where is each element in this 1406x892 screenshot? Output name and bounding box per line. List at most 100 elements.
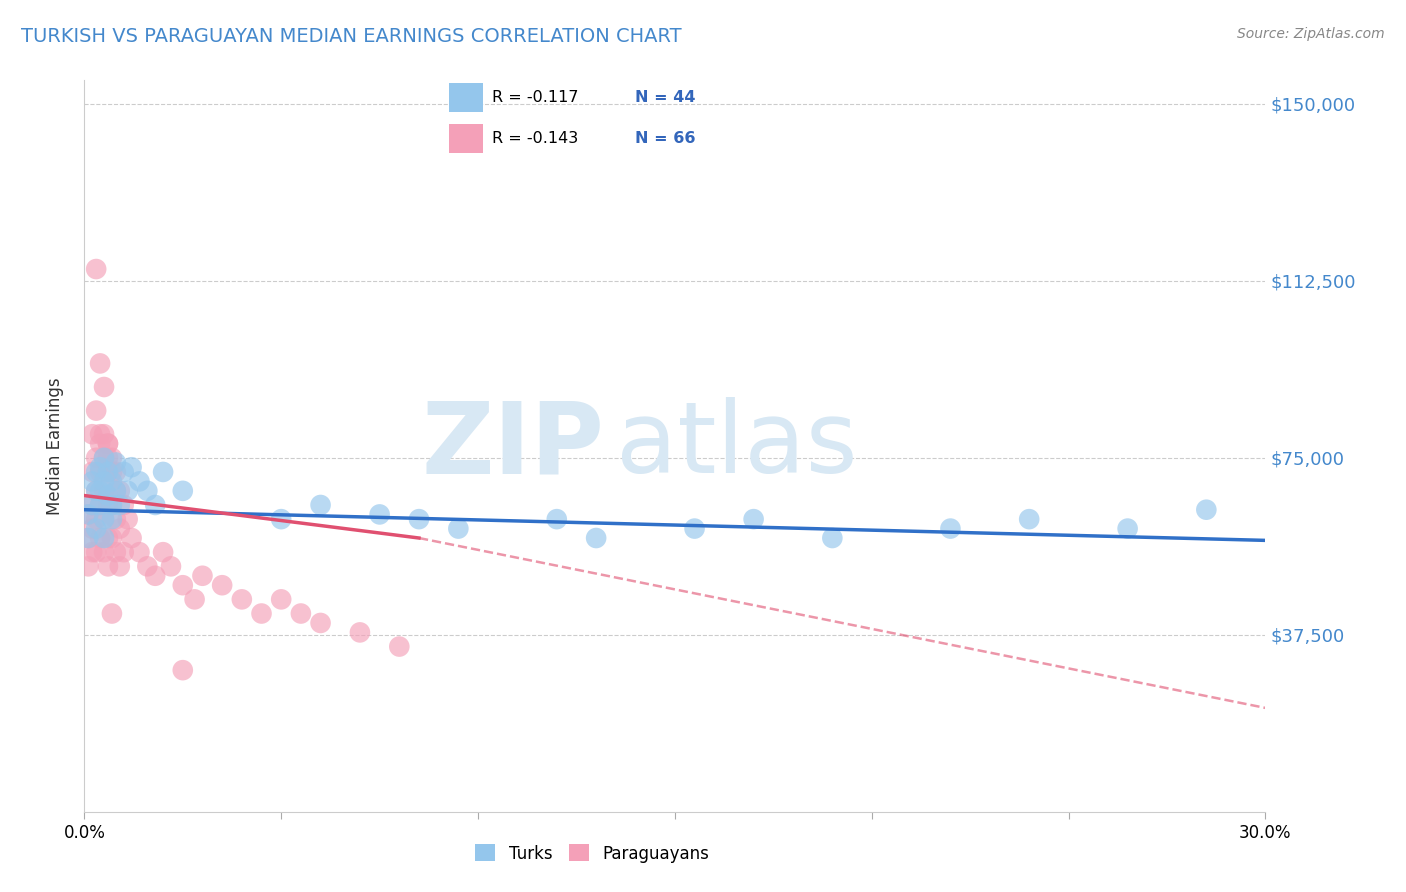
Point xyxy=(77,559,100,574)
Point xyxy=(89,498,111,512)
Point xyxy=(97,450,120,465)
Point xyxy=(117,483,139,498)
Point xyxy=(101,607,124,621)
Point xyxy=(1195,502,1218,516)
Point xyxy=(82,427,104,442)
Point xyxy=(821,531,844,545)
Point xyxy=(108,498,131,512)
Point xyxy=(77,508,100,522)
Point xyxy=(143,568,166,582)
Text: ZIP: ZIP xyxy=(422,398,605,494)
Point xyxy=(388,640,411,654)
Point xyxy=(93,450,115,465)
Point xyxy=(108,559,131,574)
Text: N = 66: N = 66 xyxy=(634,131,695,146)
Point xyxy=(309,615,332,630)
Point xyxy=(89,436,111,450)
Point xyxy=(231,592,253,607)
Point xyxy=(270,512,292,526)
Point xyxy=(136,483,159,498)
Y-axis label: Median Earnings: Median Earnings xyxy=(45,377,63,515)
Point xyxy=(160,559,183,574)
Point xyxy=(112,498,135,512)
Point xyxy=(84,483,107,498)
Point xyxy=(104,456,127,470)
Point xyxy=(112,465,135,479)
Point xyxy=(97,559,120,574)
Point xyxy=(939,522,962,536)
Point xyxy=(84,262,107,277)
Text: TURKISH VS PARAGUAYAN MEDIAN EARNINGS CORRELATION CHART: TURKISH VS PARAGUAYAN MEDIAN EARNINGS CO… xyxy=(21,27,682,45)
Point xyxy=(93,545,115,559)
Point xyxy=(97,465,120,479)
Point xyxy=(84,522,107,536)
Point xyxy=(309,498,332,512)
Point xyxy=(97,436,120,450)
Point xyxy=(84,403,107,417)
Point xyxy=(136,559,159,574)
Point xyxy=(683,522,706,536)
Point xyxy=(128,545,150,559)
Point xyxy=(89,531,111,545)
Text: atlas: atlas xyxy=(616,398,858,494)
Point xyxy=(82,545,104,559)
Point xyxy=(104,465,127,479)
Point xyxy=(84,545,107,559)
Point xyxy=(172,663,194,677)
Point xyxy=(152,465,174,479)
Point xyxy=(82,465,104,479)
Point xyxy=(112,545,135,559)
Point xyxy=(191,568,214,582)
Point xyxy=(82,522,104,536)
Point xyxy=(93,450,115,465)
Point xyxy=(546,512,568,526)
Point xyxy=(97,498,120,512)
Point xyxy=(97,489,120,503)
Point xyxy=(89,427,111,442)
Point xyxy=(89,498,111,512)
Point xyxy=(93,531,115,545)
Point xyxy=(93,380,115,394)
Point xyxy=(152,545,174,559)
Point xyxy=(408,512,430,526)
Point xyxy=(84,512,107,526)
Point xyxy=(108,522,131,536)
Point xyxy=(89,460,111,475)
Point xyxy=(77,531,100,545)
Point xyxy=(84,450,107,465)
Point xyxy=(101,512,124,526)
Point xyxy=(97,436,120,450)
Point xyxy=(84,483,107,498)
Point xyxy=(121,531,143,545)
Point xyxy=(183,592,205,607)
FancyBboxPatch shape xyxy=(450,124,482,153)
Point xyxy=(128,475,150,489)
Point xyxy=(104,483,127,498)
Point xyxy=(250,607,273,621)
Point xyxy=(93,512,115,526)
Point xyxy=(89,356,111,370)
Point xyxy=(211,578,233,592)
Point xyxy=(89,465,111,479)
Point xyxy=(82,475,104,489)
Point xyxy=(89,483,111,498)
Point xyxy=(93,483,115,498)
Point xyxy=(97,531,120,545)
Point xyxy=(82,498,104,512)
Point xyxy=(93,475,115,489)
Point xyxy=(108,483,131,498)
Point xyxy=(585,531,607,545)
Point xyxy=(172,483,194,498)
Point xyxy=(172,578,194,592)
Point xyxy=(101,498,124,512)
Point xyxy=(101,498,124,512)
Point xyxy=(101,475,124,489)
Point xyxy=(117,512,139,526)
Point xyxy=(84,465,107,479)
Point xyxy=(349,625,371,640)
Text: R = -0.143: R = -0.143 xyxy=(492,131,579,146)
Point xyxy=(93,512,115,526)
Point xyxy=(368,508,391,522)
Point xyxy=(742,512,765,526)
Point xyxy=(270,592,292,607)
